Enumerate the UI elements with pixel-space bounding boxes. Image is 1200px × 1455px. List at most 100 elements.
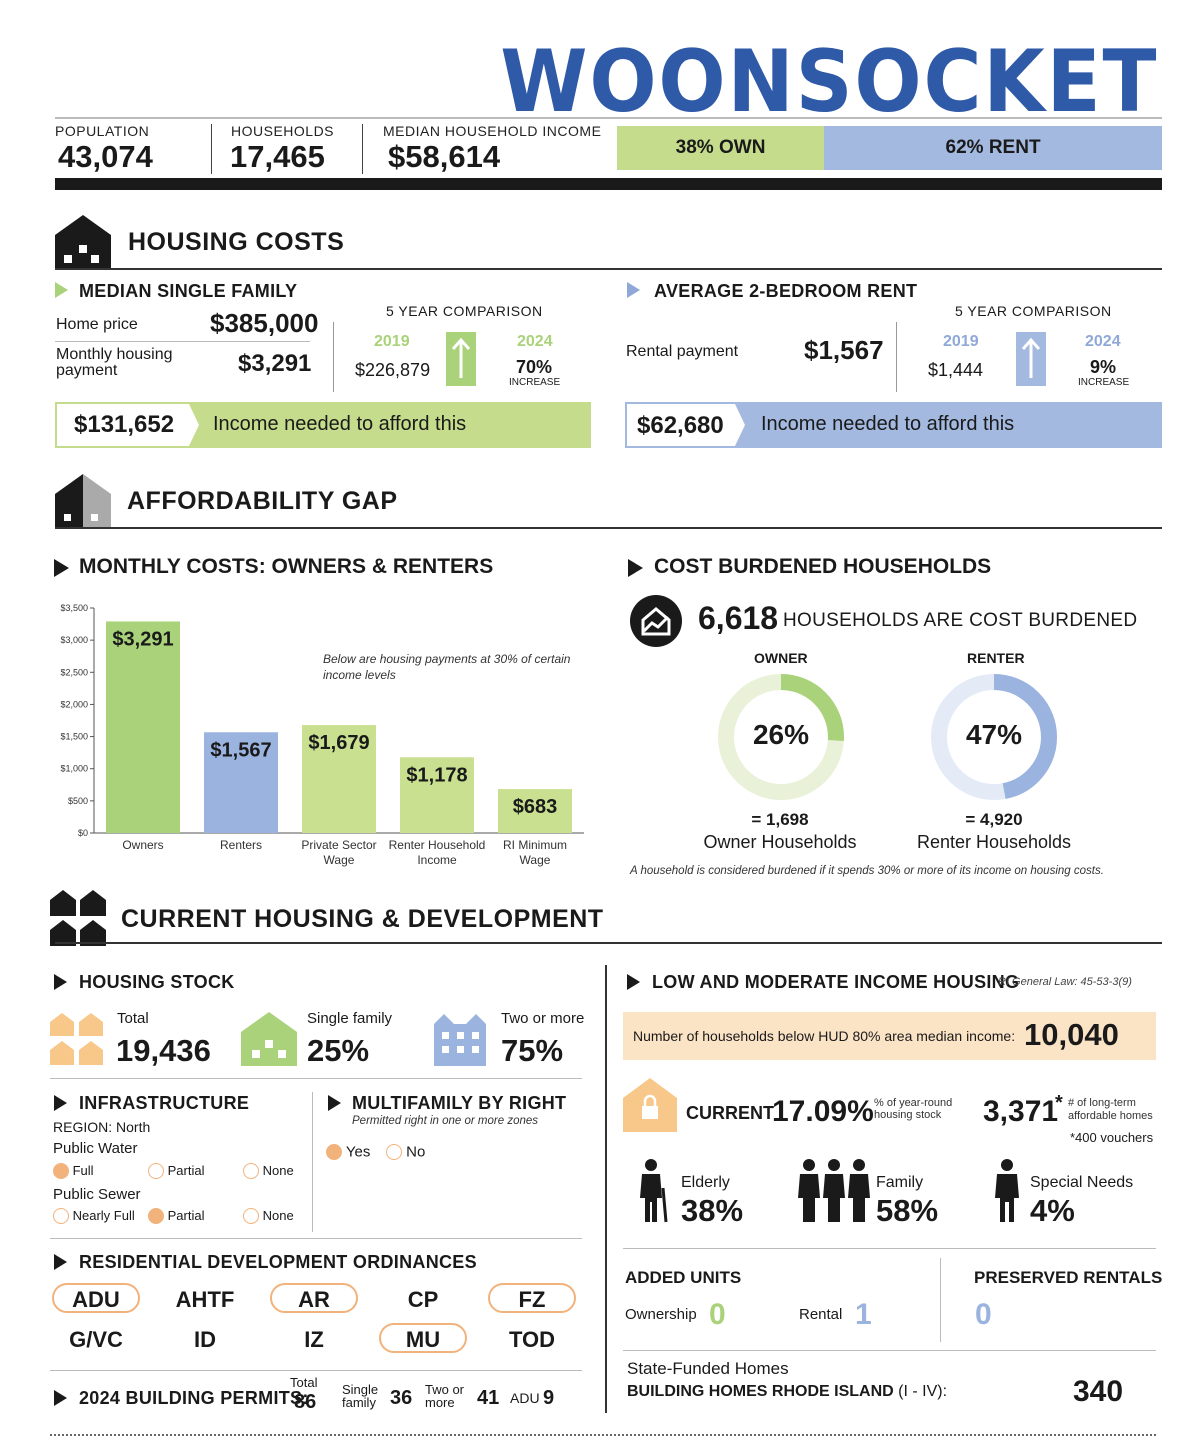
- bar-value-label: $1,679: [308, 732, 369, 754]
- income-needed-box: [627, 404, 735, 446]
- triangle-icon: [627, 282, 640, 298]
- buildings-orange-icon: [50, 1013, 103, 1065]
- triangle-icon: [54, 559, 69, 577]
- ordinance-fz: FZ: [488, 1283, 576, 1313]
- rental-value: $1,567: [804, 335, 884, 365]
- renter-pct: 47%: [965, 719, 1023, 750]
- hud-label: Number of households below HUD 80% area …: [633, 1028, 1016, 1044]
- divider: [50, 1238, 582, 1239]
- current-pct: 17.09%: [772, 1095, 874, 1128]
- permits-single-label: Single family: [342, 1382, 379, 1410]
- radio-circle: [243, 1207, 259, 1224]
- ordinance-adu: ADU: [52, 1283, 140, 1313]
- monthly-label: Monthly housing payment: [56, 346, 173, 379]
- radio-option[interactable]: No: [386, 1143, 425, 1161]
- permits-adu-label: ADU: [510, 1390, 540, 1406]
- radio-option[interactable]: None: [243, 1207, 294, 1224]
- ownership-label: Ownership: [625, 1306, 697, 1323]
- divider: [55, 178, 1162, 190]
- public-water-label: Public Water: [53, 1140, 138, 1157]
- preserved-heading: PRESERVED RENTALS: [974, 1268, 1163, 1287]
- bar-value-label: $683: [513, 796, 558, 818]
- added-units-heading: ADDED UNITS: [625, 1268, 742, 1287]
- triangle-icon: [55, 282, 68, 298]
- ordinance-tod: TOD: [508, 1327, 556, 1352]
- change-label: INCREASE: [509, 377, 561, 388]
- special-needs-value: 4%: [1030, 1193, 1075, 1228]
- owner-caption: Owner Households: [703, 832, 857, 852]
- renter-ring: [931, 674, 1057, 800]
- current-label: CURRENT: [686, 1103, 774, 1123]
- category-label: Owners: [122, 838, 163, 852]
- households-label: HOUSEHOLDS: [231, 123, 335, 139]
- renter-count: = 4,920: [965, 810, 1023, 829]
- radio-option[interactable]: Partial: [148, 1207, 204, 1224]
- permits-label: 2024 BUILDING PERMITS:: [79, 1388, 309, 1408]
- ltah-value: 3,371: [983, 1095, 1059, 1128]
- radio-option[interactable]: Partial: [148, 1162, 204, 1179]
- change-label: INCREASE: [1078, 377, 1130, 388]
- special-needs-icon: [995, 1159, 1019, 1222]
- triangle-icon: [54, 1095, 67, 1111]
- house-icon: [55, 215, 111, 269]
- own-segment: 38% OWN: [617, 126, 825, 170]
- special-needs-label: Special Needs: [1030, 1174, 1134, 1191]
- y-tick-label: $2,500: [60, 667, 88, 677]
- divider: [333, 322, 334, 392]
- region-label: REGION: North: [53, 1119, 151, 1135]
- bhri-row: BUILDING HOMES RHODE ISLAND (I - IV):: [627, 1383, 948, 1400]
- public-water-options: Full Partial None: [53, 1162, 313, 1182]
- ltah-star: *: [1055, 1092, 1063, 1114]
- y-tick-label: $1,000: [60, 764, 88, 774]
- radio-label: Yes: [342, 1143, 371, 1161]
- value-2019: $226,879: [355, 360, 431, 380]
- change-value: 9%: [1090, 357, 1117, 377]
- y-tick-label: $3,500: [60, 603, 88, 613]
- triangle-icon: [54, 1390, 67, 1406]
- lmi-heading: LOW AND MODERATE INCOME HOUSING: [652, 972, 1020, 992]
- public-sewer-options: Nearly Full Partial None: [53, 1207, 313, 1227]
- comparison-label: 5 YEAR COMPARISON: [386, 303, 543, 319]
- permits-two: 41: [477, 1387, 500, 1409]
- home-price-value: $385,000: [210, 308, 319, 338]
- y-tick-label: $500: [68, 796, 88, 806]
- divider: [50, 1370, 582, 1371]
- state-funded-label: State-Funded Homes: [627, 1359, 789, 1378]
- income-label: MEDIAN HOUSEHOLD INCOME: [383, 123, 602, 139]
- burden-house-icon: [630, 595, 682, 647]
- monthly-value: $3,291: [238, 350, 312, 377]
- affordability-heading: AFFORDABILITY GAP: [127, 487, 398, 515]
- radio-label: Partial: [164, 1163, 205, 1179]
- comparison-label: 5 YEAR COMPARISON: [955, 303, 1112, 319]
- owner-count: = 1,698: [751, 810, 809, 829]
- rent-segment: 62% RENT: [824, 126, 1162, 170]
- radio-option[interactable]: Nearly Full: [53, 1207, 135, 1224]
- income-needed-box: [57, 404, 189, 446]
- radio-label: None: [259, 1208, 294, 1224]
- divider: [55, 942, 1162, 944]
- income-value: $58,614: [388, 139, 501, 174]
- radio-option[interactable]: None: [243, 1162, 294, 1179]
- divider: [623, 1248, 1156, 1249]
- year-2019: 2019: [943, 333, 979, 350]
- footnote: A household is considered burdened if it…: [630, 865, 1104, 877]
- divider: [362, 124, 363, 174]
- y-tick-label: $1,500: [60, 732, 88, 742]
- single-family-value: 25%: [307, 1033, 370, 1068]
- value-2019: $1,444: [928, 360, 984, 380]
- multifamily-heading: MULTIFAMILY BY RIGHT: [352, 1093, 567, 1113]
- radio-label: No: [402, 1143, 426, 1161]
- public-sewer-label: Public Sewer: [53, 1186, 141, 1203]
- year-2024: 2024: [1085, 333, 1121, 350]
- rent-label: 62% RENT: [945, 137, 1041, 158]
- multifamily-sub: Permitted right in one or more zones: [352, 1115, 539, 1127]
- radio-option[interactable]: Yes: [326, 1143, 370, 1161]
- divider: [55, 341, 310, 342]
- bar-value-label: $1,178: [406, 764, 467, 786]
- rental-units-value: 1: [855, 1298, 872, 1331]
- radio-circle: [326, 1144, 342, 1161]
- ownership-value: 0: [709, 1298, 726, 1331]
- radio-circle: [148, 1207, 164, 1224]
- multifamily-options: Yes No: [326, 1143, 526, 1163]
- radio-option[interactable]: Full: [53, 1162, 94, 1179]
